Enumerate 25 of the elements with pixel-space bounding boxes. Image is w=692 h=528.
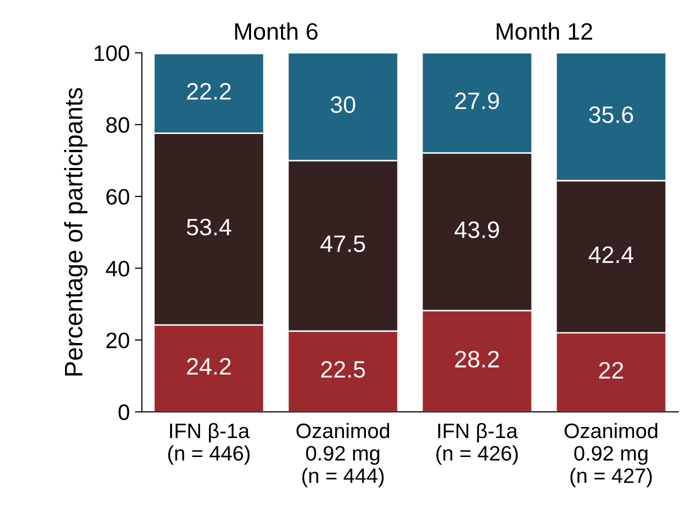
- data-label: 22: [599, 362, 624, 378]
- y-tick-label: 60: [106, 188, 130, 205]
- data-label: 43.9: [454, 221, 499, 238]
- data-label: 53.4: [186, 218, 232, 236]
- y-tick-label: 100: [94, 45, 130, 62]
- data-label: 22.5: [321, 361, 365, 378]
- data-label: 42.4: [588, 246, 634, 263]
- x-tick-label: Ozanimod 0.92 mg (n = 444): [296, 422, 390, 488]
- data-label: 24.2: [187, 358, 231, 374]
- y-axis-title: Percentage of participants: [64, 88, 88, 376]
- x-tick-label: IFN β-1a (n = 426): [436, 422, 518, 465]
- x-tick-label: IFN β-1a (n = 446): [168, 422, 250, 465]
- y-tick-label: 0: [118, 404, 130, 420]
- data-label: 35.6: [589, 106, 634, 124]
- data-label: 27.9: [455, 92, 499, 110]
- data-label: 28.2: [455, 350, 499, 368]
- y-tick-label: 40: [106, 260, 130, 276]
- y-tick-label: 20: [106, 332, 130, 348]
- text: Month 6: [235, 22, 318, 40]
- x-tick-label: Ozanimod 0.92 mg (n = 427): [564, 422, 658, 488]
- data-label: 22.2: [187, 82, 231, 100]
- y-tick-label: 80: [106, 117, 130, 133]
- data-label: 30: [330, 96, 356, 113]
- text: Month 12: [496, 22, 592, 40]
- data-label: 47.5: [320, 236, 365, 252]
